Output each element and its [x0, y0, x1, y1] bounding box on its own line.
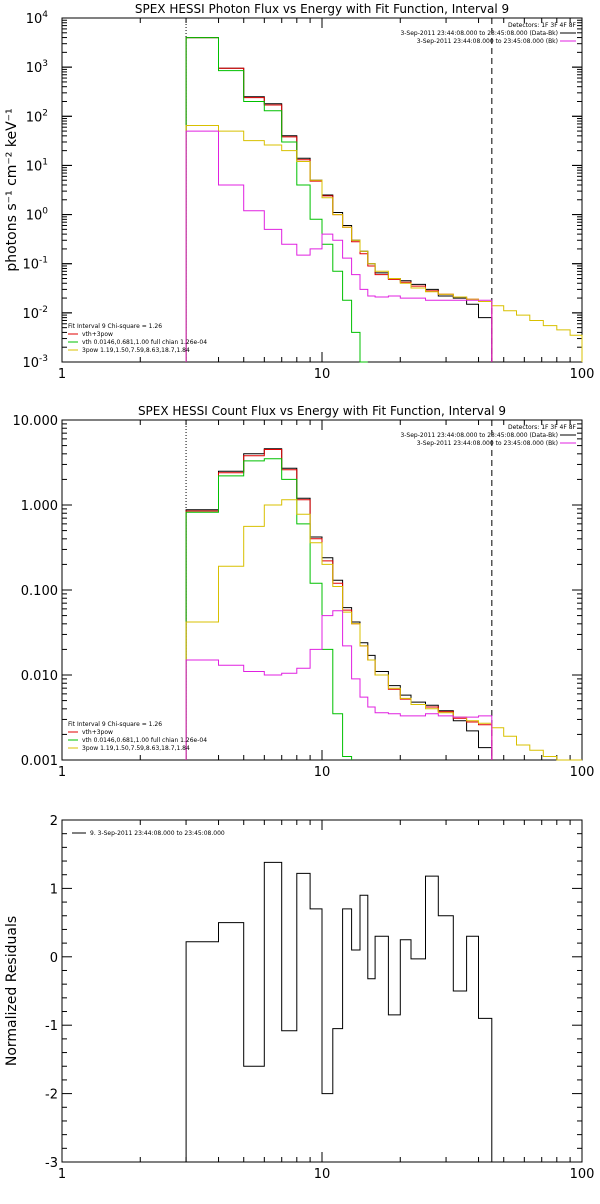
series-line-3: [185, 499, 582, 761]
y-tick-label: 10.000: [13, 414, 59, 429]
y-tick-label: 2: [50, 814, 58, 829]
legend-right-text: 3-Sep-2011 23:44:08.000 to 23:45:08.000 …: [400, 432, 558, 439]
y-tick-base: 10: [26, 209, 43, 224]
y-tick-label: -2: [45, 1088, 58, 1103]
y-tick-base: 10: [22, 307, 39, 322]
legend-left-text: vth 0.0146,0.681,1.00 full chian 1.26e-0…: [82, 339, 207, 346]
series-line-4: [185, 130, 493, 362]
legend-text: 9. 3-Sep-2011 23:44:08.000 to 23:45:08.0…: [90, 830, 225, 837]
legend-right-text: 3-Sep-2011 23:44:08.000 to 23:45:08.000 …: [400, 30, 558, 37]
x-tick-label: 1: [58, 367, 66, 382]
y-tick-base: 10: [26, 12, 43, 27]
y-tick-label: 1.000: [21, 499, 58, 514]
x-tick-label: 10: [314, 1167, 331, 1182]
y-tick-label: 0.010: [21, 669, 58, 684]
photon-flux-panel: SPEX HESSI Photon Flux vs Energy with Fi…: [4, 2, 594, 382]
count-flux-panel: SPEX HESSI Count Flux vs Energy with Fit…: [13, 404, 595, 780]
y-axis-ticks: [62, 419, 582, 761]
residuals-panel: 1 10 100 -3 -2 -1 0 1 2 Normalized Residuals 9. 3-…: [4, 814, 594, 1182]
y-tick-label: -1: [45, 1019, 58, 1034]
y-axis-label: Normalized Residuals: [4, 916, 20, 1066]
x-tick-label: 100: [570, 1167, 595, 1182]
y-tick-exponent: 4: [42, 10, 48, 20]
series-line-4: [185, 610, 493, 760]
x-tick-label: 1: [58, 1167, 66, 1182]
y-tick-exponent: 3: [42, 59, 48, 69]
y-tick-label: 10-2: [22, 305, 48, 322]
chart-title: SPEX HESSI Photon Flux vs Energy with Fi…: [135, 2, 509, 16]
y-axis-ticks: [62, 819, 582, 1163]
x-tick-label: 10: [314, 765, 331, 780]
y-axis-label: photons s⁻¹ cm⁻² keV⁻¹: [4, 108, 20, 271]
series-line-2: [185, 458, 353, 760]
y-tick-label: 102: [26, 108, 48, 125]
y-tick-label: 100: [26, 207, 49, 224]
x-tick-label: 100: [570, 765, 595, 780]
y-axis-ticks: [62, 17, 582, 363]
y-tick-exponent: -2: [39, 305, 48, 315]
y-tick-label: 10-1: [22, 256, 48, 273]
y-tick-exponent: 1: [42, 157, 48, 167]
y-tick-base: 10: [26, 110, 43, 125]
y-tick-exponent: -1: [39, 256, 48, 266]
series-line-0: [185, 861, 493, 1162]
x-tick-label: 10: [314, 367, 331, 382]
y-tick-label: 10-3: [22, 354, 48, 371]
chart-title: SPEX HESSI Count Flux vs Energy with Fit…: [138, 404, 506, 418]
legend-left-text: Fit Interval 9 Chi-square = 1.26: [68, 721, 162, 728]
y-tick-label: 101: [26, 157, 48, 174]
series-line-2: [185, 37, 368, 363]
legend-left-text: vth+3pow: [82, 331, 113, 338]
legend-left-text: vth 0.0146,0.681,1.00 full chian 1.26e-0…: [82, 737, 207, 744]
legend-right-text: 3-Sep-2011 23:44:08.000 to 23:45:08.000 …: [417, 38, 558, 45]
y-tick-label: 0.100: [21, 584, 58, 599]
y-tick-label: 1: [50, 882, 58, 897]
legend-left-text: vth+3pow: [82, 729, 113, 736]
y-tick-label: 103: [26, 59, 48, 76]
y-tick-exponent: 0: [42, 207, 48, 217]
series-line-3: [185, 125, 583, 362]
legend-left-text: Fit Interval 9 Chi-square = 1.26: [68, 323, 162, 330]
legend-right-text: Detectors: 1F 3F 4F 8F: [508, 22, 577, 29]
y-tick-base: 10: [22, 356, 39, 371]
series-line-0: [185, 37, 493, 362]
y-tick-label: 104: [26, 10, 49, 27]
y-tick-base: 10: [26, 159, 43, 174]
legend-right-text: Detectors: 1F 3F 4F 8F: [508, 424, 577, 431]
y-tick-exponent: -3: [39, 354, 48, 364]
series-line-1: [185, 37, 493, 362]
x-tick-label: 1: [58, 765, 66, 780]
y-tick-label: 0: [50, 951, 58, 966]
y-tick-base: 10: [26, 61, 43, 76]
y-tick-exponent: 2: [42, 108, 48, 118]
y-tick-label: -3: [45, 1156, 58, 1171]
x-tick-label: 100: [570, 367, 595, 382]
y-tick-label: 0.001: [21, 754, 58, 769]
legend-right-text: 3-Sep-2011 23:44:08.000 to 23:45:08.000 …: [417, 440, 558, 447]
legend-left-text: 3pow 1.19,1.50,7.59,8.63,18.7,1.84: [82, 347, 190, 354]
y-tick-base: 10: [22, 258, 39, 273]
x-axis-ticks: [61, 420, 583, 760]
legend-left-text: 3pow 1.19,1.50,7.59,8.63,18.7,1.84: [82, 745, 190, 752]
